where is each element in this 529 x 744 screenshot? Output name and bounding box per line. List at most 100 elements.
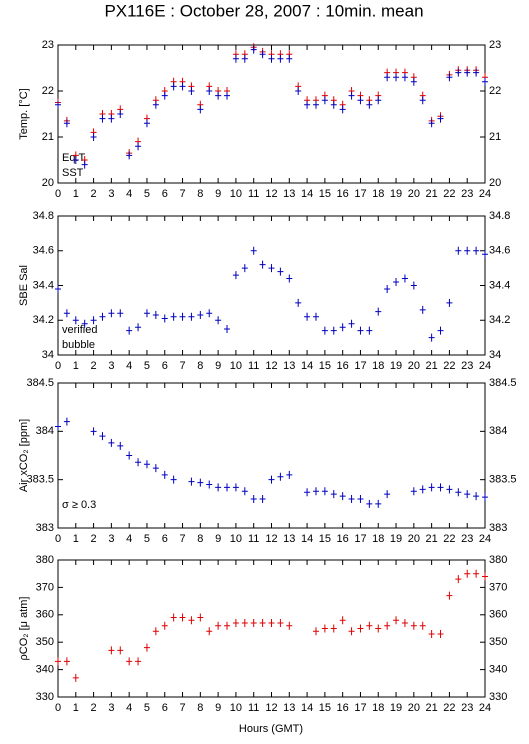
data-point (277, 267, 284, 276)
x-tick-label: 23 (461, 702, 473, 714)
x-tick-label: 12 (265, 360, 277, 372)
data-point (286, 274, 293, 283)
data-point (312, 487, 319, 496)
data-point (321, 326, 328, 335)
data-point (330, 624, 337, 633)
data-point (482, 250, 488, 259)
y-tick-label: 350 (36, 636, 54, 648)
data-point (473, 492, 480, 501)
x-tick-label: 21 (426, 360, 438, 372)
data-point (224, 324, 231, 333)
y-tick-label: 370 (489, 581, 507, 593)
data-point (232, 271, 239, 280)
data-point (339, 492, 346, 501)
x-tick-label: 15 (319, 360, 331, 372)
data-point (63, 119, 70, 128)
data-point (437, 114, 444, 123)
data-point (410, 487, 417, 496)
data-point (277, 619, 284, 628)
data-point (135, 657, 142, 666)
y-tick-label: 23 (489, 39, 501, 51)
x-tick-label: 19 (390, 360, 402, 372)
x-tick-label: 1 (73, 702, 79, 714)
y-tick-label: 330 (36, 691, 54, 703)
y-tick-label: 360 (36, 609, 54, 621)
x-tick-label: 18 (372, 702, 384, 714)
data-point (108, 646, 115, 655)
y-tick-label: 384.5 (26, 377, 54, 389)
data-point (482, 493, 488, 502)
x-tick-label: 16 (337, 360, 349, 372)
x-tick-label: 0 (55, 533, 61, 545)
x-tick-label: 10 (230, 702, 242, 714)
x-tick-label: 24 (479, 188, 491, 200)
x-tick-label: 5 (144, 533, 150, 545)
data-point (170, 475, 177, 484)
data-point (72, 673, 79, 682)
data-point (90, 316, 97, 325)
data-point (428, 119, 435, 128)
x-tick-label: 20 (408, 533, 420, 545)
data-point (375, 624, 382, 633)
data-point (268, 619, 275, 628)
data-point (304, 100, 311, 109)
data-point (446, 298, 453, 307)
data-point (366, 499, 373, 508)
y-axis-label: ρCO₂ [μ atm] (18, 597, 30, 661)
data-point (348, 91, 355, 100)
x-tick-label: 24 (479, 533, 491, 545)
data-point (437, 326, 444, 335)
data-point (135, 142, 142, 151)
data-point (117, 309, 124, 318)
data-point (143, 119, 150, 128)
x-tick-label: 9 (215, 188, 221, 200)
title: PX116E : October 28, 2007 : 10min. mean (104, 1, 423, 20)
data-point (312, 312, 319, 321)
y-tick-label: 34.2 (33, 314, 54, 326)
x-tick-label: 17 (354, 702, 366, 714)
y-tick-label: 34.2 (489, 314, 510, 326)
legend-entry: verified (62, 324, 97, 336)
data-point (295, 298, 302, 307)
y-tick-label: 383.5 (489, 474, 517, 486)
y-tick-label: 34.8 (33, 210, 54, 222)
x-tick-label: 24 (479, 360, 491, 372)
x-tick-label: 4 (126, 188, 132, 200)
x-tick-label: 2 (91, 188, 97, 200)
x-tick-label: 22 (443, 533, 455, 545)
y-tick-label: 34.6 (33, 245, 54, 257)
annotation: σ ≥ 0.3 (62, 499, 96, 511)
x-tick-label: 23 (461, 188, 473, 200)
data-point (161, 470, 168, 479)
x-tick-label: 1 (73, 533, 79, 545)
data-point (428, 483, 435, 492)
y-tick-label: 383 (36, 522, 54, 534)
x-tick-label: 10 (230, 188, 242, 200)
data-point (117, 646, 124, 655)
data-point (357, 326, 364, 335)
data-point (437, 483, 444, 492)
x-tick-label: 13 (283, 360, 295, 372)
data-point (108, 438, 115, 447)
x-tick-label: 12 (265, 188, 277, 200)
data-point (63, 309, 70, 318)
x-tick-label: 18 (372, 360, 384, 372)
data-point (241, 619, 248, 628)
y-tick-label: 340 (36, 664, 54, 676)
x-tick-label: 7 (179, 702, 185, 714)
data-point (357, 96, 364, 105)
data-point (143, 309, 150, 318)
x-tick-label: 10 (230, 360, 242, 372)
data-point (464, 68, 471, 77)
data-point (215, 316, 222, 325)
data-point (455, 488, 462, 497)
data-point (188, 312, 195, 321)
data-point (419, 305, 426, 314)
data-point (401, 619, 408, 628)
data-point (135, 458, 142, 467)
data-point (250, 619, 257, 628)
y-tick-label: 383.5 (26, 474, 54, 486)
y-tick-label: 383 (489, 522, 507, 534)
x-tick-label: 6 (162, 360, 168, 372)
